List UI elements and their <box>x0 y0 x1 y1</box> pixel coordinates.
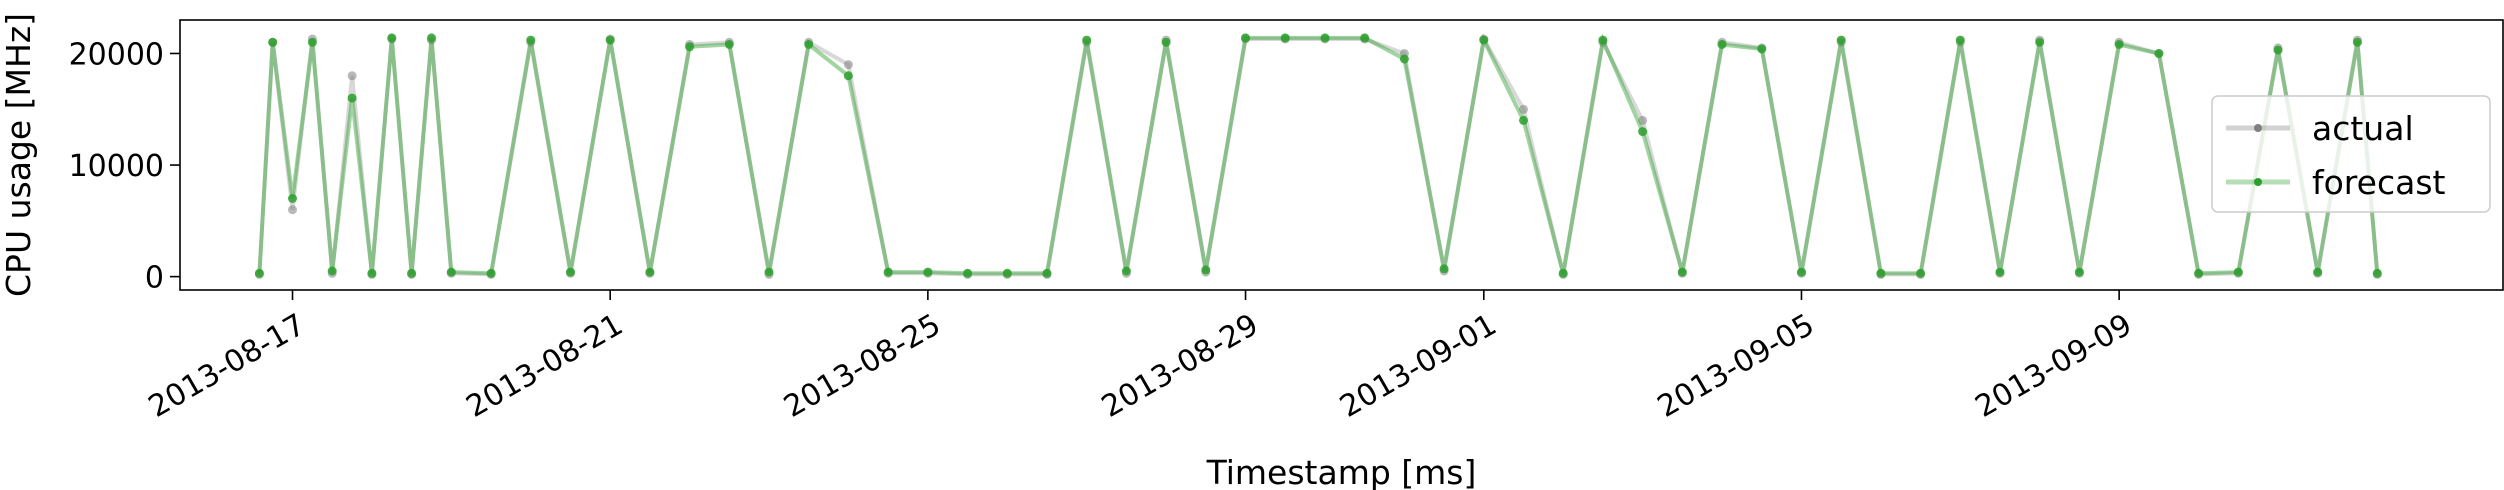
legend-box <box>2211 95 2491 213</box>
data-point-forecast <box>1836 35 1846 45</box>
data-point-forecast <box>1161 37 1171 47</box>
y-tick-label: 20000 <box>69 37 164 72</box>
data-point-forecast <box>2074 267 2084 277</box>
data-point-forecast <box>2194 268 2204 278</box>
data-point-forecast <box>1757 44 1767 54</box>
x-tick-label: 2013-08-29 <box>1096 307 1264 424</box>
data-point-forecast <box>804 40 814 49</box>
data-point-forecast <box>764 267 774 277</box>
data-point-forecast <box>347 93 357 103</box>
x-axis-label: Timestamp [ms] <box>1206 453 1477 490</box>
data-point-forecast <box>1201 265 1211 275</box>
data-point-forecast <box>2313 267 2323 277</box>
data-point-actual <box>347 71 357 81</box>
data-point-forecast <box>2372 268 2382 278</box>
y-tick-label: 10000 <box>69 149 164 184</box>
x-tick-label: 2013-08-17 <box>143 307 311 424</box>
data-point-forecast <box>2035 37 2045 47</box>
data-point-forecast <box>923 267 933 277</box>
data-point-forecast <box>1241 33 1250 43</box>
data-point-forecast <box>1558 268 1568 278</box>
data-point-forecast <box>883 267 893 277</box>
legend: actual forecast <box>2211 95 2491 213</box>
data-point-forecast <box>1995 267 2005 277</box>
data-point-forecast <box>843 71 853 81</box>
data-point-forecast <box>1797 267 1806 277</box>
data-point-forecast <box>268 37 278 47</box>
data-point-forecast <box>1439 264 1449 274</box>
data-point-forecast <box>486 268 496 278</box>
data-point-forecast <box>1320 33 1330 43</box>
x-tick-label: 2013-09-01 <box>1334 307 1502 424</box>
data-point-forecast <box>1876 268 1886 278</box>
data-point-forecast <box>407 268 417 278</box>
data-point-forecast <box>288 194 297 203</box>
data-point-forecast <box>1677 267 1687 277</box>
data-point-forecast <box>1955 35 1965 45</box>
data-point-forecast <box>2233 267 2243 277</box>
data-point-forecast <box>1479 35 1489 45</box>
data-point-forecast <box>2273 45 2283 55</box>
data-point-actual <box>288 205 297 215</box>
data-point-forecast <box>1598 35 1608 45</box>
data-point-forecast <box>2114 40 2124 49</box>
legend-label-actual: actual <box>2312 109 2414 148</box>
legend-marker-forecast <box>2254 178 2262 186</box>
series-line-forecast <box>257 33 2380 276</box>
x-tick-label: 2013-09-05 <box>1652 307 1820 424</box>
data-point-forecast <box>1121 266 1131 276</box>
data-point-forecast <box>1002 268 1012 278</box>
data-point-forecast <box>1717 40 1727 49</box>
data-point-forecast <box>1399 54 1409 64</box>
data-point-forecast <box>724 40 734 49</box>
data-point-actual <box>843 60 853 70</box>
data-point-forecast <box>2352 37 2362 47</box>
data-point-forecast <box>327 266 337 276</box>
data-point-forecast <box>1638 127 1648 137</box>
data-point-forecast <box>1082 35 1092 45</box>
data-point-forecast <box>1916 268 1926 278</box>
data-point-forecast <box>963 268 973 278</box>
x-tick-label: 2013-08-25 <box>778 307 946 424</box>
data-point-forecast <box>446 267 456 277</box>
data-point-actual <box>1638 115 1648 125</box>
data-point-actual <box>1519 104 1528 114</box>
y-axis-label: CPU usage [MHz] <box>0 13 38 297</box>
data-point-forecast <box>427 33 436 43</box>
data-point-forecast <box>1519 115 1528 125</box>
legend-marker-actual <box>2254 124 2262 132</box>
y-axis: 0 10000 20000 <box>69 37 180 296</box>
x-tick-label: 2013-09-09 <box>1969 307 2137 424</box>
data-point-forecast <box>1280 33 1290 43</box>
plot-frame <box>179 19 2504 291</box>
data-point-forecast <box>526 35 536 45</box>
series-line-actual <box>257 33 2380 277</box>
data-point-forecast <box>307 37 317 47</box>
data-point-forecast <box>387 33 397 43</box>
data-point-forecast <box>645 267 655 277</box>
data-point-forecast <box>566 267 575 277</box>
x-axis: 2013-08-17 2013-08-21 2013-08-25 2013-08-29… <box>143 290 2138 425</box>
data-point-forecast <box>685 42 695 52</box>
data-point-forecast <box>367 268 377 278</box>
data-point-forecast <box>1042 268 1052 278</box>
x-tick-label: 2013-08-21 <box>460 307 628 424</box>
data-point-forecast <box>605 35 615 45</box>
legend-label-forecast: forecast <box>2312 163 2446 202</box>
data-point-forecast <box>254 268 264 278</box>
plot-data-layer <box>254 33 2382 279</box>
data-point-forecast <box>1360 33 1370 43</box>
data-point-forecast <box>2154 49 2164 58</box>
y-tick-label: 0 <box>145 261 164 296</box>
